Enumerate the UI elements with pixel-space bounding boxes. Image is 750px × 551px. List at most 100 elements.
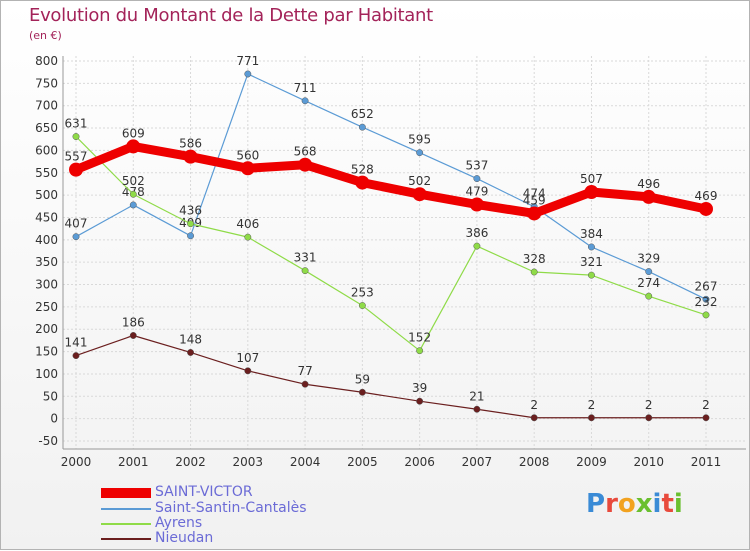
y-tick-label: 350 <box>35 255 58 269</box>
y-tick-label: 300 <box>35 278 58 292</box>
data-point-saint-victor <box>699 201 713 216</box>
series-line-nieudan <box>75 334 707 419</box>
chart-subtitle: (en €) <box>29 29 62 42</box>
data-label-saint-victor: 496 <box>637 177 660 191</box>
series-line-saint-victor <box>71 141 711 218</box>
data-label-saint-victor: 469 <box>695 189 718 203</box>
data-point-saint-victor <box>412 187 427 202</box>
data-point-nieudan <box>244 367 252 375</box>
data-point-saint-victor <box>527 206 542 221</box>
data-point-ayrens <box>473 242 481 250</box>
data-label-saint-santin-cantales: 267 <box>695 279 718 293</box>
data-point-nieudan <box>72 352 80 360</box>
data-label-saint-santin-cantales: 652 <box>351 107 374 121</box>
y-tick-label: 100 <box>35 367 58 381</box>
x-tick-label: 2001 <box>118 455 149 469</box>
data-point-saint-santin-cantales <box>416 149 424 157</box>
y-tick-label: 250 <box>35 300 58 314</box>
data-point-ayrens <box>530 268 538 276</box>
data-point-ayrens <box>187 220 194 228</box>
data-point-ayrens <box>416 347 424 355</box>
logo-letter: t <box>661 489 674 519</box>
data-label-saint-victor: 560 <box>236 148 259 162</box>
data-label-ayrens: 321 <box>580 255 603 269</box>
data-label-ayrens: 232 <box>695 295 718 309</box>
data-label-saint-santin-cantales: 407 <box>65 217 88 231</box>
data-point-nieudan <box>358 388 366 396</box>
x-tick-label: 2008 <box>519 455 550 469</box>
data-point-nieudan <box>645 414 653 422</box>
data-label-nieudan: 2 <box>645 398 653 412</box>
data-label-ayrens: 152 <box>408 331 431 345</box>
data-label-ayrens: 253 <box>351 286 374 300</box>
legend-swatch-saint-victor <box>101 488 151 498</box>
data-label-nieudan: 2 <box>702 398 710 412</box>
logo-letter: o <box>617 489 636 519</box>
data-point-saint-victor <box>298 157 313 172</box>
data-label-saint-santin-cantales: 384 <box>580 227 603 241</box>
data-label-ayrens: 274 <box>637 276 660 290</box>
data-point-ayrens <box>358 302 366 309</box>
series-line-ayrens <box>75 135 707 352</box>
data-label-saint-santin-cantales: 771 <box>236 54 259 68</box>
logo-letter: P <box>586 489 606 519</box>
data-point-ayrens <box>72 133 80 141</box>
data-label-nieudan: 141 <box>65 336 88 350</box>
data-label-ayrens: 406 <box>236 217 259 231</box>
data-label-saint-santin-cantales: 329 <box>637 252 660 266</box>
y-tick-label: 550 <box>35 166 58 180</box>
data-point-ayrens <box>244 233 252 241</box>
data-point-saint-victor <box>584 184 599 199</box>
y-tick-label: 0 <box>50 412 58 426</box>
y-tick-label: 450 <box>35 210 58 224</box>
y-tick-label: 600 <box>35 143 58 157</box>
data-label-saint-santin-cantales: 474 <box>523 187 546 201</box>
data-label-saint-victor: 502 <box>408 174 431 188</box>
data-label-saint-victor: 586 <box>179 137 202 151</box>
legend-swatch-ayrens <box>101 523 151 525</box>
x-tick-label: 2010 <box>633 455 664 469</box>
x-tick-label: 2006 <box>404 455 435 469</box>
data-label-saint-victor: 479 <box>465 185 488 199</box>
data-point-nieudan <box>129 332 137 339</box>
data-point-saint-victor <box>69 162 83 177</box>
y-tick-label: 400 <box>35 233 58 247</box>
legend-swatch-saint-santin-cantales <box>101 508 151 510</box>
data-point-saint-santin-cantales <box>129 201 137 209</box>
legend-label-ayrens: Ayrens <box>155 515 203 531</box>
data-point-saint-victor <box>469 197 484 212</box>
y-tick-label: 50 <box>43 389 58 403</box>
data-point-nieudan <box>530 414 538 422</box>
data-label-nieudan: 148 <box>179 332 202 346</box>
logo-letter: i <box>652 489 662 519</box>
logo-letter: i <box>673 489 683 519</box>
data-point-saint-santin-cantales <box>702 295 710 303</box>
data-label-ayrens: 502 <box>122 174 145 188</box>
x-tick-label: 2002 <box>175 455 206 469</box>
data-label-ayrens: 331 <box>294 251 317 265</box>
data-point-nieudan <box>588 414 595 422</box>
data-point-ayrens <box>588 271 595 279</box>
data-point-saint-santin-cantales <box>358 123 366 131</box>
data-label-saint-victor: 459 <box>523 193 546 207</box>
data-label-saint-victor: 568 <box>294 145 317 159</box>
y-tick-label: 750 <box>35 76 58 90</box>
x-tick-label: 2000 <box>61 455 92 469</box>
data-label-ayrens: 386 <box>465 226 488 240</box>
chart-title: Evolution du Montant de la Dette par Hab… <box>29 5 433 26</box>
data-point-nieudan <box>416 397 424 405</box>
data-point-saint-santin-cantales <box>301 97 309 105</box>
y-tick-label: 800 <box>35 54 58 68</box>
y-tick-label: 650 <box>35 121 58 135</box>
data-point-saint-victor <box>240 161 255 176</box>
x-tick-label: 2003 <box>233 455 264 469</box>
data-point-saint-santin-cantales <box>473 175 481 183</box>
data-label-nieudan: 107 <box>236 351 259 365</box>
data-label-saint-victor: 609 <box>122 126 145 140</box>
data-point-nieudan <box>473 405 481 413</box>
data-point-nieudan <box>702 414 710 422</box>
legend-label-nieudan: Nieudan <box>155 530 214 546</box>
data-label-ayrens: 328 <box>523 252 546 266</box>
data-point-ayrens <box>645 292 653 300</box>
